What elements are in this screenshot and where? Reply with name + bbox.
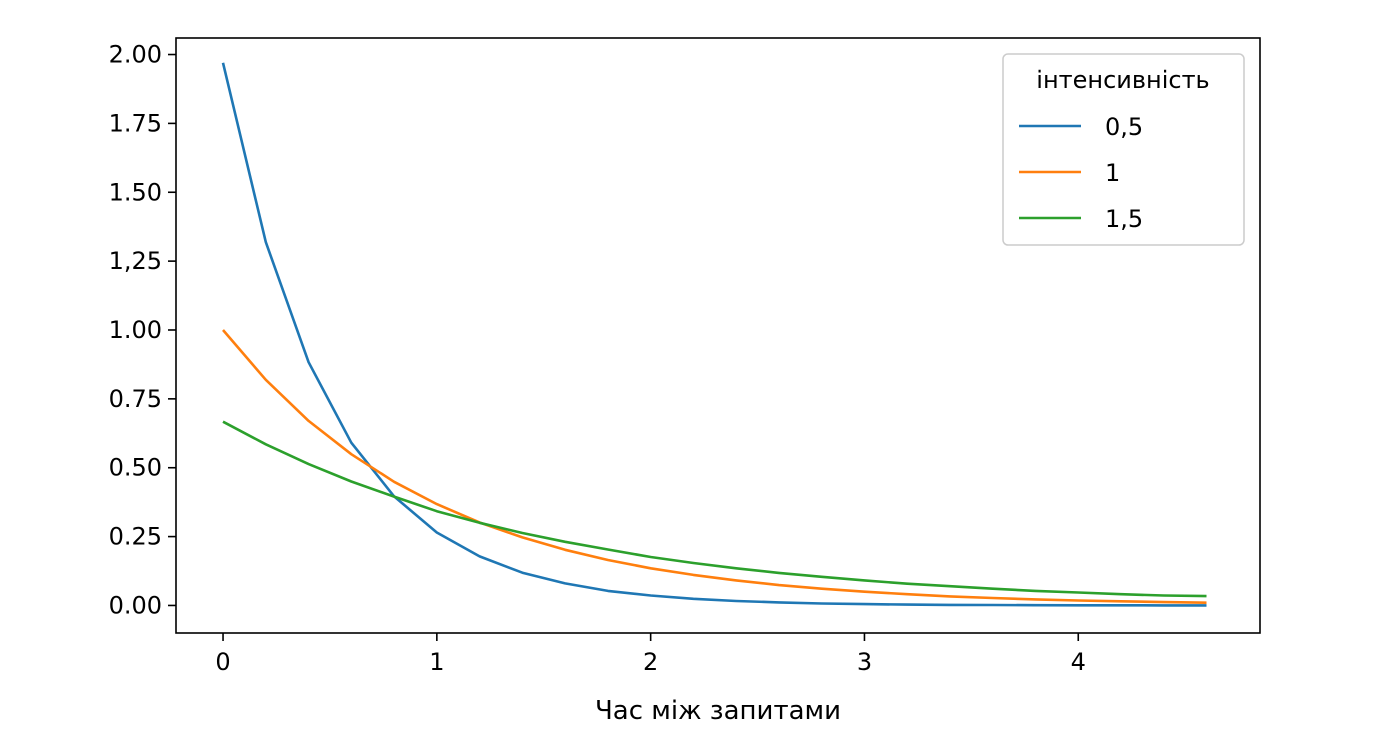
x-tick-label-2: 2: [643, 648, 658, 676]
series-line-2: [222, 420, 1207, 598]
x-tick-label-0: 0: [215, 648, 230, 676]
x-tick-label-3: 3: [857, 648, 872, 676]
x-tick-label-1: 1: [429, 648, 444, 676]
legend: інтенсивність 0,5 1 1,5: [1002, 53, 1245, 246]
y-tick-label-3: 0.75: [109, 385, 162, 413]
x-axis: 0 1 2 3 4: [215, 633, 1086, 676]
plot-frame: [175, 37, 1261, 634]
y-tick-label-2: 0.50: [109, 454, 162, 482]
y-tick-label-6: 1.50: [109, 178, 162, 206]
series-line-0: [221, 62, 1207, 607]
plot-lines: [221, 62, 1207, 607]
y-tick-label-5: 1,25: [109, 247, 162, 275]
y-tick-label-1: 0.25: [109, 523, 162, 551]
legend-label-2: 1,5: [1105, 205, 1143, 233]
y-axis: 0.00 0.25 0.50 0.75 1.00 1,25 1.50 1.75 2.00: [109, 41, 176, 619]
legend-entries: 0,5 1 1,5: [1019, 113, 1143, 233]
x-axis-title: Час між запитами: [595, 696, 841, 726]
legend-label-1: 1: [1105, 159, 1120, 187]
y-tick-label-7: 1.75: [109, 109, 162, 137]
series-line-1: [222, 329, 1207, 604]
legend-label-0: 0,5: [1105, 113, 1143, 141]
legend-box: [1002, 53, 1245, 246]
y-tick-label-4: 1.00: [109, 316, 162, 344]
x-tick-label-4: 4: [1071, 648, 1086, 676]
y-tick-label-0: 0.00: [109, 591, 162, 619]
legend-title: інтенсивність: [1036, 66, 1209, 94]
y-tick-label-8: 2.00: [109, 41, 162, 69]
